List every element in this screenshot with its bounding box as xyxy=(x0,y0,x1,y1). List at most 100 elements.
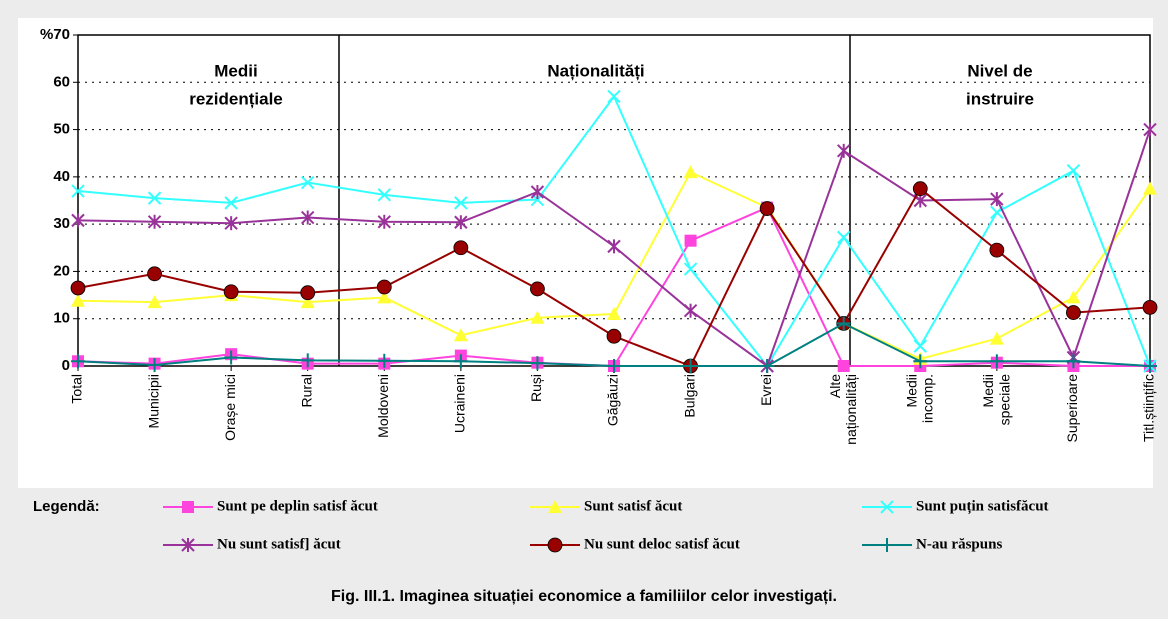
section-label: Naționalități xyxy=(547,61,644,80)
marker-shape xyxy=(301,175,315,190)
marker xyxy=(181,538,195,552)
y-tick-label: 10 xyxy=(53,310,70,327)
marker xyxy=(147,358,162,373)
marker xyxy=(71,213,85,228)
marker xyxy=(607,89,621,104)
legend-label: Sunt puțin satisfăcut xyxy=(916,498,1049,514)
marker xyxy=(1142,299,1158,315)
y-tick-label: 0 xyxy=(62,357,70,374)
y-tick-label: 30 xyxy=(53,215,70,232)
marker-shape xyxy=(182,501,194,513)
section-label: instruire xyxy=(966,89,1034,108)
x-tick-label: Găgăuzi xyxy=(605,374,621,426)
marker xyxy=(454,196,468,210)
marker xyxy=(224,216,238,231)
marker xyxy=(989,331,1004,345)
marker xyxy=(989,354,1004,369)
marker xyxy=(453,354,468,369)
marker xyxy=(147,214,162,229)
x-tick-label: Evrei xyxy=(758,374,774,406)
marker-shape xyxy=(147,191,162,205)
marker xyxy=(377,188,391,202)
marker xyxy=(301,210,315,225)
marker-shape xyxy=(453,240,469,256)
legend-label: Nu sunt deloc satisf ăcut xyxy=(584,536,740,552)
marker xyxy=(880,500,894,514)
marker-shape xyxy=(1066,164,1081,178)
marker xyxy=(147,295,162,309)
marker xyxy=(70,280,86,296)
marker-shape xyxy=(1066,290,1081,304)
marker xyxy=(1143,181,1157,195)
x-tick-label: Superioare xyxy=(1064,374,1080,443)
marker xyxy=(530,356,545,371)
marker xyxy=(377,353,392,368)
marker xyxy=(1066,305,1081,320)
section-label: Nivel de xyxy=(967,61,1032,80)
marker-shape xyxy=(880,500,894,514)
y-tick-label: 40 xyxy=(53,168,70,185)
marker-shape xyxy=(71,184,85,198)
marker-shape xyxy=(376,279,392,295)
marker xyxy=(300,285,316,301)
x-tick-label: Ruși xyxy=(528,374,544,402)
x-tick-label: Titl.științific xyxy=(1141,374,1157,442)
marker-shape xyxy=(607,89,621,104)
marker xyxy=(453,328,468,342)
marker-shape xyxy=(530,310,545,324)
x-tick-label: Mediispeciale xyxy=(980,374,1012,426)
marker xyxy=(913,354,928,369)
marker xyxy=(530,310,545,324)
marker xyxy=(1066,290,1081,304)
marker-shape xyxy=(684,234,697,247)
x-tick-label: Bulgari xyxy=(681,374,697,418)
marker xyxy=(607,239,621,254)
marker xyxy=(224,196,238,210)
marker xyxy=(912,181,928,197)
marker xyxy=(683,303,698,318)
marker xyxy=(547,537,563,553)
marker-shape xyxy=(454,196,468,210)
legend-label: N-au răspuns xyxy=(916,536,1002,552)
marker xyxy=(377,290,392,304)
marker-shape xyxy=(147,295,162,309)
marker xyxy=(836,316,851,331)
marker-shape xyxy=(70,280,86,296)
marker-shape xyxy=(606,328,622,344)
marker xyxy=(684,234,697,247)
y-tick-label: %70 xyxy=(40,26,70,43)
marker xyxy=(301,175,315,190)
marker xyxy=(607,306,621,320)
marker-shape xyxy=(147,266,162,282)
marker xyxy=(837,230,851,245)
marker xyxy=(300,353,315,368)
marker-shape xyxy=(453,328,468,342)
marker-shape xyxy=(913,339,927,353)
y-tick-label: 60 xyxy=(53,73,70,90)
legend-label: Nu sunt satisf] ăcut xyxy=(217,536,341,552)
legend-title: Legendă: xyxy=(33,498,100,515)
marker-shape xyxy=(912,181,928,197)
x-tick-label: Orașe mici xyxy=(222,374,238,441)
x-tick-label: Moldoveni xyxy=(375,374,391,438)
marker xyxy=(453,240,469,256)
marker-shape xyxy=(548,500,562,513)
caption: Fig. III.1. Imaginea situației economice… xyxy=(331,588,837,605)
marker-shape xyxy=(300,295,315,309)
marker xyxy=(1143,359,1157,373)
legend-label: Sunt pe deplin satisf ăcut xyxy=(217,498,378,514)
marker xyxy=(223,284,239,300)
marker-shape xyxy=(837,360,850,372)
section-label: rezidențiale xyxy=(189,89,283,108)
x-tick-label: Altenaționalități xyxy=(827,374,859,445)
marker-shape xyxy=(989,331,1004,345)
marker xyxy=(1066,354,1081,369)
marker xyxy=(1143,122,1157,137)
marker xyxy=(837,143,851,158)
marker-shape xyxy=(300,285,316,301)
marker-shape xyxy=(1143,181,1157,195)
marker-shape xyxy=(377,188,391,202)
marker xyxy=(607,359,621,373)
section-label: Medii xyxy=(214,61,257,80)
marker-shape xyxy=(530,281,545,297)
